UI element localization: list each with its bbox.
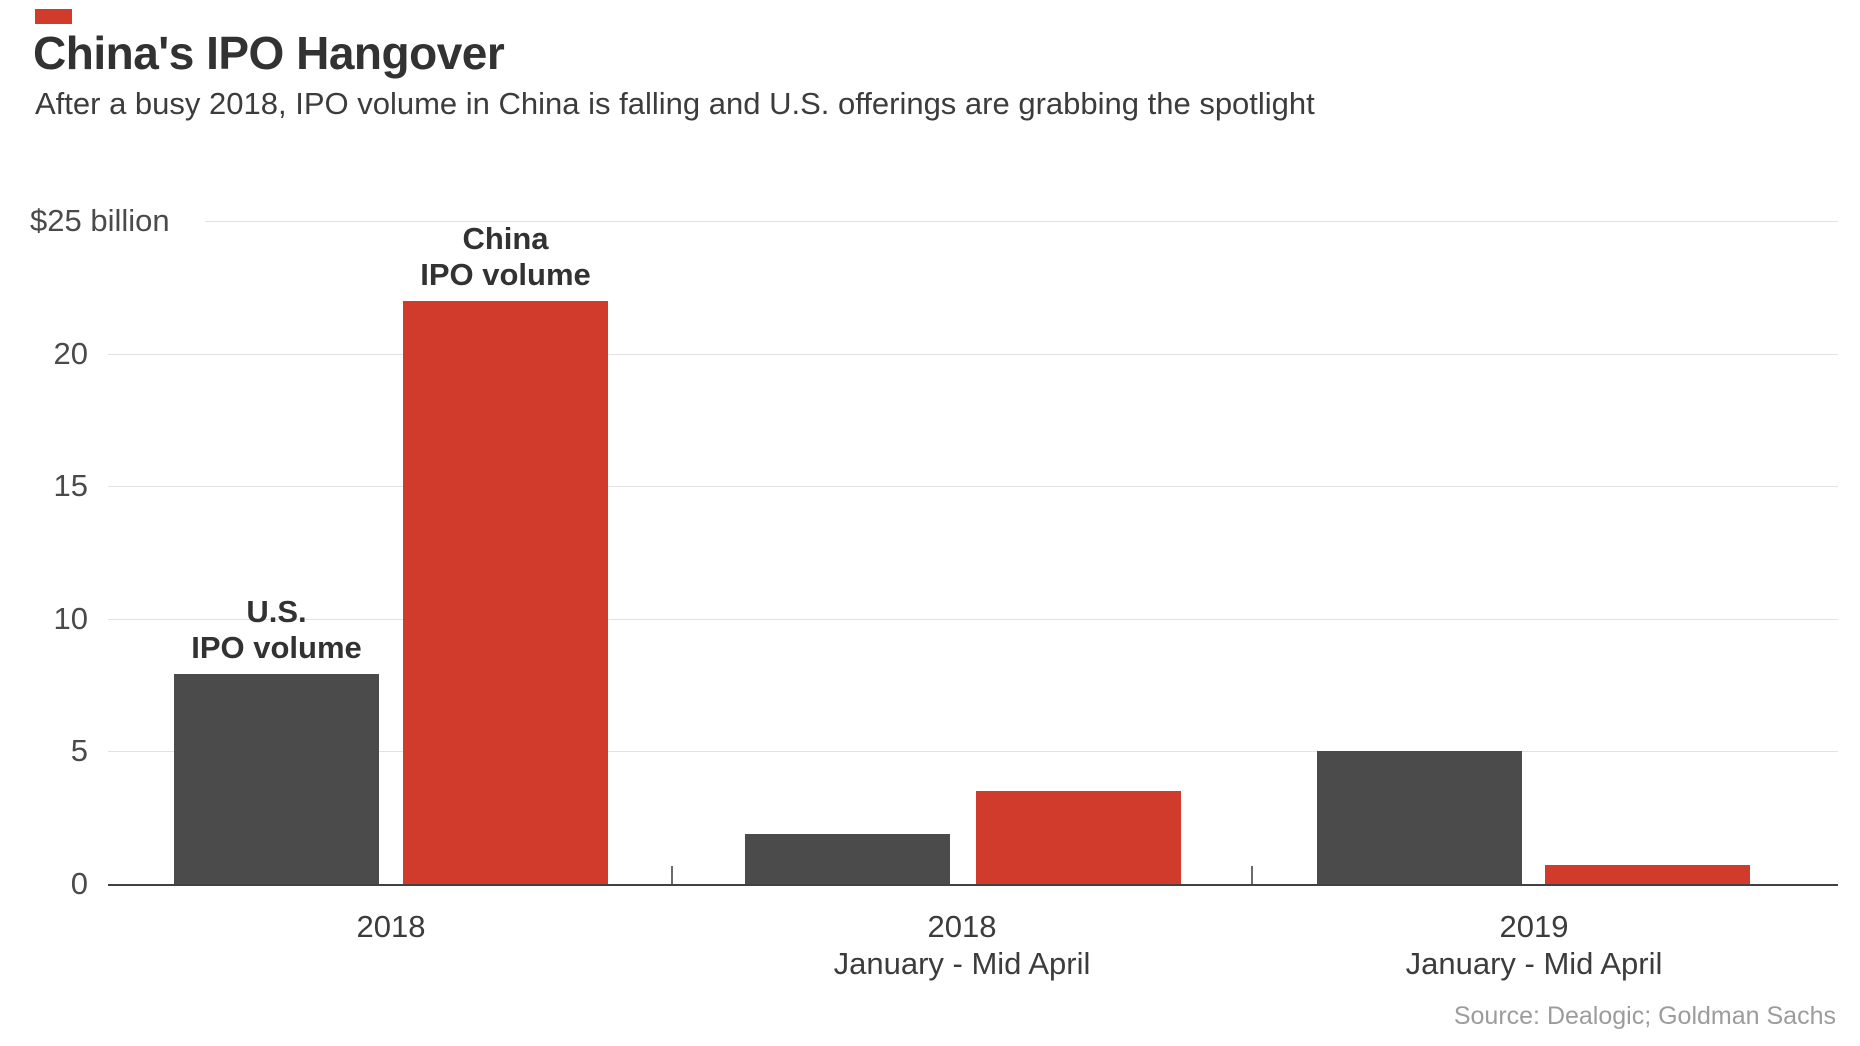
y-tick-label-15: 15 [53,468,88,503]
gridline-20 [108,354,1838,355]
brand-red-mark [35,9,72,24]
x-axis-separator-tick-2 [1251,866,1253,884]
chart-title: China's IPO Hangover [33,27,505,79]
bar-china-2018-jan-mid-apr [976,791,1181,884]
series-label-china: China IPO volume [420,221,591,292]
x-axis-separator-tick-1 [671,866,673,884]
bar-china-2018 [403,301,608,884]
y-tick-label-5: 5 [70,733,88,768]
y-tick-label-10: 10 [53,601,88,636]
bar-china-2019-jan-mid-apr [1545,865,1750,884]
bar-us-2019-jan-mid-apr [1317,751,1522,884]
y-tick-label-20: 20 [53,336,88,371]
bar-us-2018-jan-mid-apr [745,834,950,884]
bar-us-2018 [174,674,379,884]
category-label-2019-jan-mid-apr: 2019 January - Mid April [1405,909,1663,981]
category-label-2018-jan-mid-apr: 2018 January - Mid April [833,909,1091,981]
gridline-5 [108,751,1838,752]
series-label-us: U.S. IPO volume [191,594,362,665]
chart-subtitle: After a busy 2018, IPO volume in China i… [35,86,1315,121]
source-credit: Source: Dealogic; Goldman Sachs [1453,1002,1836,1030]
y-axis-unit-label: $25 billion [30,203,170,238]
y-tick-label-0: 0 [70,866,88,901]
gridline-15 [108,486,1838,487]
x-axis-line [108,884,1838,886]
gridline-25 [205,221,1838,222]
category-label-2018: 2018 [356,909,426,944]
gridline-10 [108,619,1838,620]
